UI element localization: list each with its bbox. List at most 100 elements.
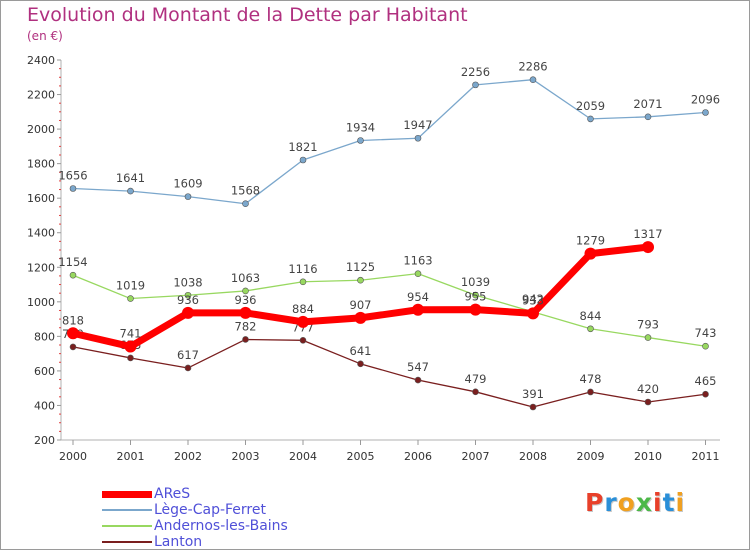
data-label-lanton: 420 xyxy=(637,382,659,396)
data-point-andernos-les-bains xyxy=(184,291,192,299)
data-point-lege-cap-ferret xyxy=(184,193,192,200)
data-label-andernos-les-bains: 1063 xyxy=(231,271,260,285)
legend-item: Lanton xyxy=(102,534,288,550)
x-tick-label: 2010 xyxy=(634,450,662,463)
data-point-lege-cap-ferret xyxy=(414,134,422,142)
data-point-andernos-les-bains xyxy=(472,291,479,299)
series-line-lanton xyxy=(72,338,707,408)
data-point-lanton xyxy=(529,403,537,411)
y-tick-label: 2200 xyxy=(27,89,55,102)
data-point-ares xyxy=(642,241,654,254)
data-point-lanton xyxy=(242,336,249,343)
data-label-ares: 907 xyxy=(350,298,372,312)
y-tick-label: 1200 xyxy=(27,261,55,274)
x-tick-label: 2006 xyxy=(404,450,432,463)
data-point-lege-cap-ferret xyxy=(299,156,307,164)
series-line-andernos-les-bains xyxy=(72,273,707,347)
data-label-lege-cap-ferret: 2286 xyxy=(518,60,547,74)
data-point-lanton xyxy=(472,388,479,396)
legend-swatch xyxy=(102,525,152,527)
data-label-andernos-les-bains: 1019 xyxy=(116,279,145,293)
data-point-lanton xyxy=(299,337,307,344)
y-tick-label: 1000 xyxy=(27,296,55,309)
data-point-andernos-les-bains xyxy=(357,276,364,284)
data-point-lege-cap-ferret xyxy=(357,137,364,144)
x-tick-label: 2001 xyxy=(117,450,145,463)
x-tick-label: 2004 xyxy=(289,450,317,463)
y-tick-label: 2000 xyxy=(27,123,55,136)
data-label-lege-cap-ferret: 1568 xyxy=(231,184,260,198)
data-point-ares xyxy=(297,315,309,328)
data-point-lege-cap-ferret xyxy=(702,109,709,116)
y-tick-label: 600 xyxy=(34,365,55,378)
data-point-andernos-les-bains xyxy=(414,270,422,277)
data-point-lege-cap-ferret xyxy=(127,187,134,195)
legend-swatch xyxy=(102,490,152,498)
legend-swatch xyxy=(102,509,152,511)
data-point-lanton xyxy=(127,354,134,362)
logo-letter: P xyxy=(585,488,605,517)
data-point-ares xyxy=(182,306,194,319)
x-tick-label: 2000 xyxy=(59,450,87,463)
data-label-ares: 818 xyxy=(62,313,84,327)
y-tick-label: 1400 xyxy=(27,227,55,240)
legend-item: Lège-Cap-Ferret xyxy=(102,502,288,518)
data-point-ares xyxy=(124,340,137,353)
data-label-andernos-les-bains: 793 xyxy=(637,318,659,332)
y-tick-label: 2400 xyxy=(27,54,55,67)
data-label-ares: 741 xyxy=(120,327,142,341)
data-label-andernos-les-bains: 1039 xyxy=(461,275,490,289)
data-point-lanton xyxy=(644,398,652,406)
data-point-lanton xyxy=(69,343,77,351)
legend: AReS Lège-Cap-Ferret Andernos-les-Bains Lan… xyxy=(102,486,288,550)
logo-letter: t xyxy=(662,488,676,517)
data-point-lanton xyxy=(414,376,422,384)
data-label-lanton: 465 xyxy=(695,374,717,388)
data-label-lanton: 391 xyxy=(522,387,544,401)
legend-label: AReS xyxy=(154,486,191,502)
data-point-lege-cap-ferret xyxy=(587,115,594,123)
legend-swatch xyxy=(102,541,152,543)
data-label-lege-cap-ferret: 2071 xyxy=(633,97,662,111)
data-point-ares xyxy=(412,303,424,316)
data-label-lege-cap-ferret: 1609 xyxy=(173,177,202,191)
data-point-andernos-les-bains xyxy=(702,342,709,350)
proxiti-logo: Proxiti xyxy=(585,488,685,517)
data-point-ares xyxy=(584,247,597,260)
data-label-lanton: 478 xyxy=(580,372,602,386)
data-label-lanton: 547 xyxy=(407,360,429,374)
data-label-lege-cap-ferret: 1947 xyxy=(403,118,432,132)
data-point-andernos-les-bains xyxy=(242,287,249,295)
data-label-ares: 884 xyxy=(292,302,314,316)
data-label-ares: 933 xyxy=(522,293,544,307)
x-tick-label: 2008 xyxy=(519,450,547,463)
data-label-ares: 954 xyxy=(407,290,429,304)
data-point-andernos-les-bains xyxy=(587,325,594,333)
data-label-lanton: 479 xyxy=(465,372,487,386)
x-tick-label: 2002 xyxy=(174,450,202,463)
y-tick-label: 800 xyxy=(34,330,55,343)
data-label-ares: 1279 xyxy=(576,234,605,248)
logo-letter: i xyxy=(653,488,663,517)
data-label-lanton: 782 xyxy=(235,319,257,333)
data-point-ares xyxy=(67,327,79,340)
logo-letter: o xyxy=(617,488,636,517)
data-label-ares: 1317 xyxy=(633,227,662,241)
y-tick-label: 200 xyxy=(34,434,55,447)
data-point-andernos-les-bains xyxy=(127,295,134,302)
logo-letter: r xyxy=(604,488,618,517)
data-label-andernos-les-bains: 1163 xyxy=(403,254,432,268)
series-line-lege-cap-ferret xyxy=(72,79,707,205)
data-label-lege-cap-ferret: 2096 xyxy=(691,93,720,107)
data-label-lege-cap-ferret: 2059 xyxy=(576,99,605,113)
data-point-andernos-les-bains xyxy=(299,278,307,286)
data-label-andernos-les-bains: 844 xyxy=(580,309,602,323)
x-tick-label: 2009 xyxy=(577,450,605,463)
data-label-andernos-les-bains: 942 xyxy=(522,292,544,306)
data-label-lanton: 617 xyxy=(177,348,199,362)
data-label-andernos-les-bains: 743 xyxy=(695,326,717,340)
data-point-lanton xyxy=(184,364,192,372)
data-label-lege-cap-ferret: 2256 xyxy=(461,65,490,79)
